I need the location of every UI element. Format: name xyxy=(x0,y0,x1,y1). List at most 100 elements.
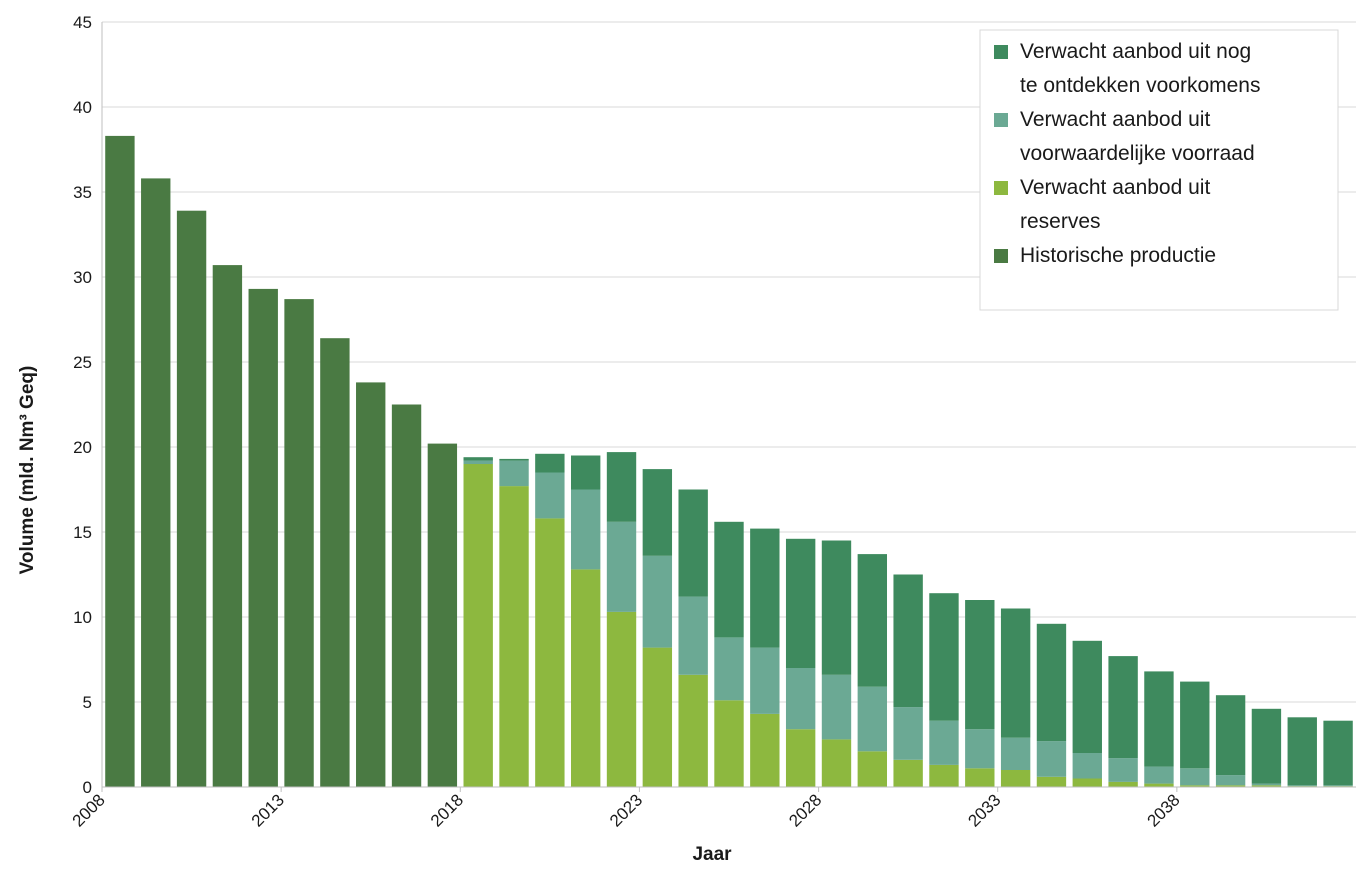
bar-segment-reserves xyxy=(965,768,995,787)
bar-segment-reserves xyxy=(463,464,493,787)
bar-segment-voorwaardelijk xyxy=(1000,737,1031,770)
bar-segment-voorwaardelijk xyxy=(1144,766,1174,784)
x-tick-label: 2023 xyxy=(606,790,646,830)
legend-label-reserves: Verwacht aanbod uit xyxy=(1020,176,1210,199)
y-tick-label: 15 xyxy=(73,523,92,542)
bar-segment-voorwaardelijk xyxy=(929,720,959,765)
bar-segment-nog-te-ontdekken xyxy=(1144,671,1174,767)
bar-segment-nog-te-ontdekken xyxy=(893,574,923,708)
bar-segment-nog-te-ontdekken xyxy=(1251,708,1282,784)
bar-segment-reserves xyxy=(1180,785,1210,787)
legend-label-reserves: reserves xyxy=(1020,210,1101,233)
legend-swatch-historisch xyxy=(994,249,1008,263)
bar-segment-nog-te-ontdekken xyxy=(785,538,816,668)
bar-segment-nog-te-ontdekken xyxy=(1000,608,1031,738)
bar-segment-voorwaardelijk xyxy=(1251,783,1282,786)
bar-segment-nog-te-ontdekken xyxy=(678,489,708,597)
bar-segment-nog-te-ontdekken xyxy=(857,554,888,687)
bar-segment-voorwaardelijk xyxy=(714,637,744,701)
bar-segment-nog-te-ontdekken xyxy=(535,453,565,473)
bar-segment-nog-te-ontdekken xyxy=(821,540,852,675)
legend-label-nog-te-ontdekken: Verwacht aanbod uit nog xyxy=(1020,40,1251,63)
legend-label-voorwaardelijk: voorwaardelijke voorraad xyxy=(1020,142,1255,165)
y-tick-label: 5 xyxy=(83,693,92,712)
y-tick-label: 30 xyxy=(73,268,92,287)
bar-segment-reserves xyxy=(1215,785,1246,787)
legend-label-historisch: Historische productie xyxy=(1020,244,1216,267)
bar-segment-reserves xyxy=(1036,776,1067,787)
bar-segment-reserves xyxy=(857,751,888,787)
y-tick-label: 0 xyxy=(83,778,92,797)
bar-segment-historisch xyxy=(356,382,386,787)
x-tick-label: 2038 xyxy=(1144,790,1184,830)
bar-segment-nog-te-ontdekken xyxy=(750,528,780,648)
bar-segment-reserves xyxy=(606,611,637,787)
bar-segment-voorwaardelijk xyxy=(535,472,565,519)
legend-swatch-nog-te-ontdekken xyxy=(994,45,1008,59)
bar-segment-reserves xyxy=(893,759,923,787)
bar-segment-reserves xyxy=(785,729,816,787)
bar-segment-voorwaardelijk xyxy=(642,555,673,648)
bar-segment-historisch xyxy=(141,178,171,787)
x-tick-label: 2013 xyxy=(248,790,288,830)
bar-segment-voorwaardelijk xyxy=(785,668,816,730)
bar-segment-reserves xyxy=(1000,770,1031,787)
bar-segment-reserves xyxy=(1108,781,1138,787)
legend-box xyxy=(979,29,1339,311)
bar-segment-nog-te-ontdekken xyxy=(1215,695,1246,776)
bar-segment-historisch xyxy=(212,265,243,788)
legend-label-voorwaardelijk: Verwacht aanbod uit xyxy=(1020,108,1210,131)
bar-segment-nog-te-ontdekken xyxy=(1036,623,1067,742)
bar-segment-voorwaardelijk xyxy=(1215,775,1246,786)
bar-segment-voorwaardelijk xyxy=(499,460,529,487)
bar-segment-nog-te-ontdekken xyxy=(714,521,744,638)
bar-segment-voorwaardelijk xyxy=(1108,758,1138,782)
bars xyxy=(105,135,1353,788)
y-tick-label: 20 xyxy=(73,438,92,457)
bar-segment-nog-te-ontdekken xyxy=(965,600,995,730)
bar-segment-voorwaardelijk xyxy=(570,489,601,570)
bar-segment-reserves xyxy=(750,713,780,787)
bar-segment-historisch xyxy=(320,338,350,787)
bar-segment-voorwaardelijk xyxy=(1323,785,1353,787)
bar-segment-voorwaardelijk xyxy=(750,647,780,714)
bar-segment-voorwaardelijk xyxy=(821,674,852,740)
bar-segment-historisch xyxy=(284,299,314,787)
bar-segment-nog-te-ontdekken xyxy=(499,458,529,461)
bar-segment-voorwaardelijk xyxy=(606,521,637,612)
bar-segment-reserves xyxy=(642,647,673,787)
bar-segment-voorwaardelijk xyxy=(1072,753,1102,779)
bar-segment-historisch xyxy=(176,210,207,787)
bar-segment-nog-te-ontdekken xyxy=(1180,681,1210,769)
bar-segment-reserves xyxy=(714,700,744,787)
bar-segment-voorwaardelijk xyxy=(463,460,493,464)
x-tick-label: 2028 xyxy=(785,790,825,830)
bar-segment-reserves xyxy=(678,674,708,787)
bar-segment-reserves xyxy=(535,518,565,787)
legend-swatch-reserves xyxy=(994,181,1008,195)
bar-segment-reserves xyxy=(1072,778,1102,787)
bar-segment-reserves xyxy=(821,739,852,787)
bar-segment-voorwaardelijk xyxy=(1180,768,1210,786)
bar-segment-voorwaardelijk xyxy=(857,686,888,752)
bar-segment-reserves xyxy=(1144,783,1174,787)
x-tick-label: 2018 xyxy=(427,790,467,830)
bar-segment-historisch xyxy=(427,443,458,787)
x-axis-title: Jaar xyxy=(692,844,732,865)
bar-segment-voorwaardelijk xyxy=(678,596,708,675)
y-tick-label: 10 xyxy=(73,608,92,627)
legend: Verwacht aanbod uit nog te ontdekken voor… xyxy=(979,29,1339,311)
legend-swatch-voorwaardelijk xyxy=(994,113,1008,127)
bar-segment-historisch xyxy=(248,288,278,787)
bar-segment-nog-te-ontdekken xyxy=(929,593,959,721)
bar-segment-nog-te-ontdekken xyxy=(1072,640,1102,753)
bar-segment-nog-te-ontdekken xyxy=(1108,656,1138,759)
bar-segment-nog-te-ontdekken xyxy=(1323,720,1353,786)
bar-segment-reserves xyxy=(929,764,959,787)
bar-segment-voorwaardelijk xyxy=(1036,741,1067,777)
x-tick-label: 2033 xyxy=(964,790,1004,830)
bar-segment-historisch xyxy=(391,404,422,787)
bar-segment-reserves xyxy=(1251,785,1282,787)
